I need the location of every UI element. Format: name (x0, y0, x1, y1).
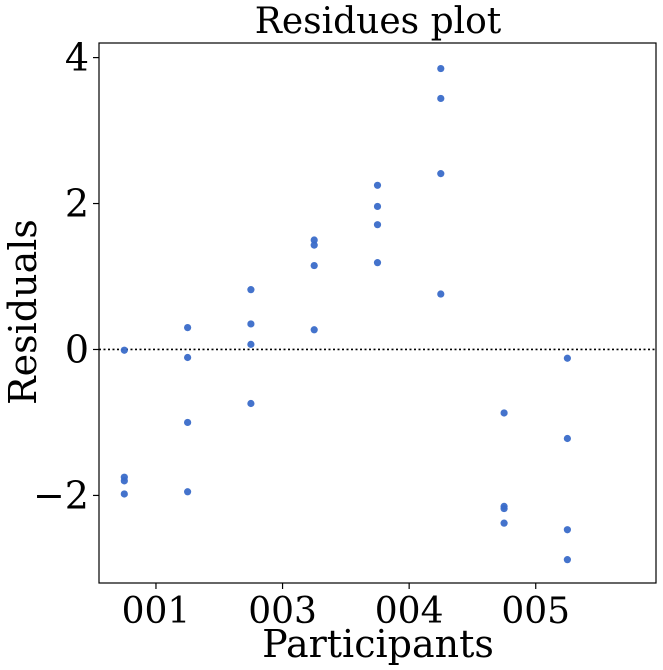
residual-point (563, 526, 571, 534)
x-tick-label: 005 (501, 591, 570, 632)
residual-point (310, 241, 318, 249)
residual-point (500, 519, 508, 527)
x-tick-label: 004 (375, 591, 444, 632)
residual-point (247, 340, 255, 348)
residual-point (500, 504, 508, 513)
residual-point (310, 261, 318, 270)
residual-point (563, 354, 571, 362)
residual-point (310, 326, 318, 334)
x-axis-label: Participants (262, 622, 494, 666)
residual-point (247, 399, 255, 408)
residual-point (500, 409, 508, 417)
y-tick-label: −2 (33, 473, 89, 517)
residual-point (120, 490, 128, 498)
y-tick-label: 2 (65, 182, 89, 226)
residual-point (437, 290, 445, 298)
residual-point (373, 259, 382, 267)
residual-point (120, 477, 128, 485)
x-tick-label: 003 (248, 591, 317, 632)
residual-point (373, 202, 382, 211)
y-tick-label: 0 (65, 327, 89, 371)
residual-point (247, 286, 255, 294)
plot-frame (98, 42, 657, 584)
residual-point (437, 170, 445, 178)
residual-point (247, 320, 255, 328)
residual-point (373, 181, 382, 189)
residual-point (563, 556, 571, 564)
residual-point (120, 346, 128, 354)
residual-point (437, 94, 445, 103)
residual-point (563, 434, 571, 443)
residual-point (184, 353, 192, 362)
y-tick-label: 4 (65, 36, 89, 80)
chart-title: Residues plot (255, 1, 502, 42)
residual-point (184, 418, 192, 427)
y-axis-label: Residuals (1, 219, 45, 405)
residual-point (437, 64, 445, 73)
x-tick-label: 001 (122, 591, 191, 632)
residual-point (373, 221, 382, 229)
residual-point (184, 488, 192, 496)
residual-point (310, 236, 318, 244)
residual-point (184, 323, 192, 332)
